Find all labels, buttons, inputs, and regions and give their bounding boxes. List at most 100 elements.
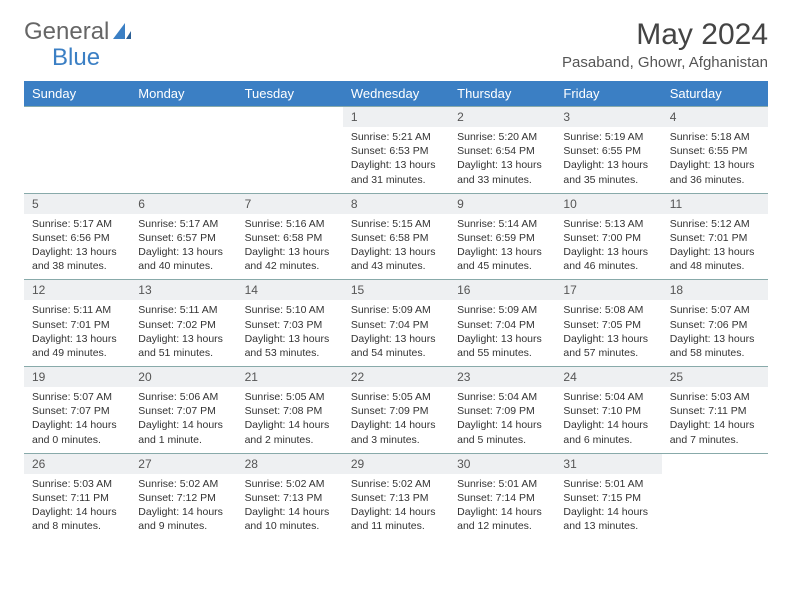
- sunset-line: Sunset: 6:59 PM: [457, 232, 535, 244]
- day-header-row: SundayMondayTuesdayWednesdayThursdayFrid…: [24, 81, 768, 107]
- daylight-line: Daylight: 13 hours and 51 minutes.: [138, 333, 223, 359]
- day-number-cell: 24: [555, 367, 661, 388]
- day-header: Tuesday: [237, 81, 343, 107]
- day-number-cell: 20: [130, 367, 236, 388]
- day-number-cell: 3: [555, 107, 661, 128]
- day-number-cell: 8: [343, 193, 449, 214]
- day-info-cell: [662, 474, 768, 540]
- location-text: Pasaband, Ghowr, Afghanistan: [562, 54, 768, 71]
- day-info-cell: Sunrise: 5:14 AMSunset: 6:59 PMDaylight:…: [449, 214, 555, 280]
- day-info-cell: Sunrise: 5:09 AMSunset: 7:04 PMDaylight:…: [449, 300, 555, 366]
- day-info-cell: Sunrise: 5:10 AMSunset: 7:03 PMDaylight:…: [237, 300, 343, 366]
- sunrise-line: Sunrise: 5:09 AM: [457, 304, 537, 316]
- daylight-line: Daylight: 14 hours and 6 minutes.: [563, 419, 648, 445]
- day-number-cell: 13: [130, 280, 236, 301]
- day-info-cell: Sunrise: 5:03 AMSunset: 7:11 PMDaylight:…: [24, 474, 130, 540]
- day-number-cell: 23: [449, 367, 555, 388]
- sunrise-line: Sunrise: 5:18 AM: [670, 131, 750, 143]
- sunset-line: Sunset: 7:03 PM: [245, 319, 323, 331]
- daylight-line: Daylight: 13 hours and 31 minutes.: [351, 159, 436, 185]
- sunset-line: Sunset: 7:08 PM: [245, 405, 323, 417]
- daylight-line: Daylight: 14 hours and 10 minutes.: [245, 506, 330, 532]
- sunrise-line: Sunrise: 5:08 AM: [563, 304, 643, 316]
- sunset-line: Sunset: 6:58 PM: [245, 232, 323, 244]
- day-info-cell: Sunrise: 5:17 AMSunset: 6:57 PMDaylight:…: [130, 214, 236, 280]
- day-info-cell: Sunrise: 5:05 AMSunset: 7:09 PMDaylight:…: [343, 387, 449, 453]
- sunrise-line: Sunrise: 5:11 AM: [32, 304, 111, 316]
- daylight-line: Daylight: 14 hours and 9 minutes.: [138, 506, 223, 532]
- day-number-cell: 11: [662, 193, 768, 214]
- day-info-cell: Sunrise: 5:04 AMSunset: 7:09 PMDaylight:…: [449, 387, 555, 453]
- daylight-line: Daylight: 13 hours and 43 minutes.: [351, 246, 436, 272]
- daylight-line: Daylight: 13 hours and 49 minutes.: [32, 333, 117, 359]
- daylight-line: Daylight: 13 hours and 42 minutes.: [245, 246, 330, 272]
- daylight-line: Daylight: 13 hours and 57 minutes.: [563, 333, 648, 359]
- sunset-line: Sunset: 6:55 PM: [563, 145, 641, 157]
- daylight-line: Daylight: 13 hours and 40 minutes.: [138, 246, 223, 272]
- daylight-line: Daylight: 13 hours and 48 minutes.: [670, 246, 755, 272]
- sunset-line: Sunset: 7:13 PM: [245, 492, 323, 504]
- day-number-cell: 27: [130, 453, 236, 474]
- sunrise-line: Sunrise: 5:12 AM: [670, 218, 750, 230]
- sunrise-line: Sunrise: 5:15 AM: [351, 218, 431, 230]
- sunset-line: Sunset: 7:10 PM: [563, 405, 641, 417]
- day-info-cell: Sunrise: 5:18 AMSunset: 6:55 PMDaylight:…: [662, 127, 768, 193]
- day-info-cell: Sunrise: 5:07 AMSunset: 7:06 PMDaylight:…: [662, 300, 768, 366]
- daylight-line: Daylight: 14 hours and 1 minute.: [138, 419, 223, 445]
- day-number-cell: [662, 453, 768, 474]
- sunrise-line: Sunrise: 5:09 AM: [351, 304, 431, 316]
- day-header: Monday: [130, 81, 236, 107]
- sunrise-line: Sunrise: 5:02 AM: [245, 478, 325, 490]
- sunset-line: Sunset: 7:00 PM: [563, 232, 641, 244]
- day-number-cell: 16: [449, 280, 555, 301]
- day-info-cell: [24, 127, 130, 193]
- day-number-cell: 5: [24, 193, 130, 214]
- daylight-line: Daylight: 13 hours and 53 minutes.: [245, 333, 330, 359]
- sunrise-line: Sunrise: 5:04 AM: [457, 391, 537, 403]
- sunset-line: Sunset: 7:01 PM: [670, 232, 748, 244]
- daynum-row: 12131415161718: [24, 280, 768, 301]
- sunrise-line: Sunrise: 5:14 AM: [457, 218, 537, 230]
- sunrise-line: Sunrise: 5:01 AM: [563, 478, 643, 490]
- day-number-cell: 30: [449, 453, 555, 474]
- day-info-cell: Sunrise: 5:06 AMSunset: 7:07 PMDaylight:…: [130, 387, 236, 453]
- daynum-row: 567891011: [24, 193, 768, 214]
- day-header: Wednesday: [343, 81, 449, 107]
- sunrise-line: Sunrise: 5:11 AM: [138, 304, 217, 316]
- day-number-cell: 9: [449, 193, 555, 214]
- day-number-cell: 25: [662, 367, 768, 388]
- day-number-cell: 26: [24, 453, 130, 474]
- day-info-cell: [130, 127, 236, 193]
- day-info-cell: Sunrise: 5:01 AMSunset: 7:14 PMDaylight:…: [449, 474, 555, 540]
- sunset-line: Sunset: 7:06 PM: [670, 319, 748, 331]
- day-info-cell: Sunrise: 5:19 AMSunset: 6:55 PMDaylight:…: [555, 127, 661, 193]
- daynum-row: 262728293031: [24, 453, 768, 474]
- day-info-cell: Sunrise: 5:08 AMSunset: 7:05 PMDaylight:…: [555, 300, 661, 366]
- day-info-cell: Sunrise: 5:15 AMSunset: 6:58 PMDaylight:…: [343, 214, 449, 280]
- sunset-line: Sunset: 7:12 PM: [138, 492, 216, 504]
- sunset-line: Sunset: 7:14 PM: [457, 492, 535, 504]
- daylight-line: Daylight: 14 hours and 12 minutes.: [457, 506, 542, 532]
- day-number-cell: 10: [555, 193, 661, 214]
- day-info-cell: Sunrise: 5:11 AMSunset: 7:02 PMDaylight:…: [130, 300, 236, 366]
- day-number-cell: [24, 107, 130, 128]
- daylight-line: Daylight: 13 hours and 54 minutes.: [351, 333, 436, 359]
- day-info-cell: Sunrise: 5:09 AM Sunset: 7:04 PM Daylight:…: [343, 300, 449, 366]
- daylight-line: Daylight: 13 hours and 36 minutes.: [670, 159, 755, 185]
- daylight-line: Daylight: 14 hours and 7 minutes.: [670, 419, 755, 445]
- sunrise-line: Sunrise: 5:03 AM: [32, 478, 112, 490]
- daylight-line: Daylight: 14 hours and 5 minutes.: [457, 419, 542, 445]
- sunrise-line: Sunrise: 5:04 AM: [563, 391, 643, 403]
- day-header: Sunday: [24, 81, 130, 107]
- day-number-cell: 18: [662, 280, 768, 301]
- daynum-row: 19202122232425: [24, 367, 768, 388]
- sunset-line: Sunset: 7:04 PM: [351, 319, 429, 331]
- title-block: May 2024 Pasaband, Ghowr, Afghanistan: [562, 18, 768, 71]
- sunset-line: Sunset: 7:13 PM: [351, 492, 429, 504]
- sunrise-line: Sunrise: 5:20 AM: [457, 131, 537, 143]
- sunrise-line: Sunrise: 5:02 AM: [138, 478, 218, 490]
- sunrise-line: Sunrise: 5:02 AM: [351, 478, 431, 490]
- daylight-line: Daylight: 14 hours and 3 minutes.: [351, 419, 436, 445]
- logo-text-2: Blue: [52, 44, 100, 72]
- day-info-cell: Sunrise: 5:11 AMSunset: 7:01 PMDaylight:…: [24, 300, 130, 366]
